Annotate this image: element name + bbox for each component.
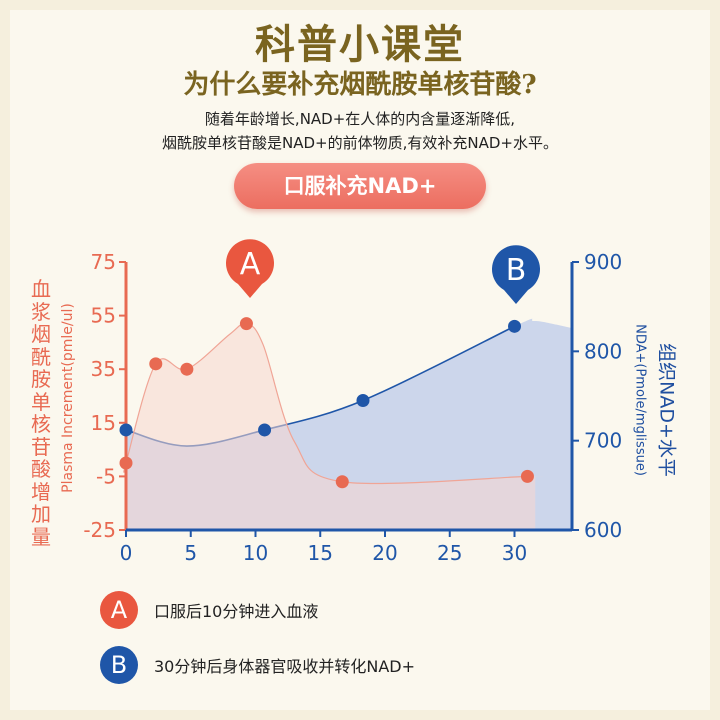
left-axis-label-en: Plasma Increment(pmle/ul) bbox=[60, 303, 76, 493]
plasma-data-point bbox=[239, 317, 253, 331]
legend-item-a: A 口服后10分钟进入血液 bbox=[100, 590, 318, 630]
marker-b-pin: B bbox=[492, 245, 540, 304]
right-tick-label: 600 bbox=[584, 518, 622, 542]
right-tick-label: 900 bbox=[584, 250, 622, 274]
page-title: 科普小课堂 bbox=[255, 21, 465, 68]
legend-badge-b: B bbox=[100, 646, 138, 684]
plasma-data-point bbox=[149, 357, 163, 371]
marker-a-pin: A bbox=[226, 239, 274, 298]
left-tick-label: 75 bbox=[91, 250, 116, 274]
left-axis-label-cn: 血浆烟酰胺单核苷酸增加量 bbox=[31, 277, 51, 549]
tissue-data-point bbox=[119, 423, 133, 437]
svg-text:B: B bbox=[506, 253, 527, 288]
right-tick-label: 800 bbox=[584, 339, 622, 363]
tissue-data-point bbox=[258, 423, 272, 437]
plasma-area bbox=[126, 323, 544, 530]
left-tick-label: 35 bbox=[91, 357, 116, 381]
plasma-data-point bbox=[520, 469, 534, 483]
right-tick-label: 700 bbox=[584, 429, 622, 453]
legend-badge-a: A bbox=[100, 591, 138, 629]
legend-text-b: 30分钟后身体器官吸收并转化NAD+ bbox=[154, 657, 416, 676]
legend-text-a: 口服后10分钟进入血液 bbox=[154, 602, 319, 621]
x-tick-label: 15 bbox=[308, 541, 333, 565]
plasma-data-point bbox=[119, 456, 133, 470]
page-subtitle: 为什么要补充烟酰胺单核苷酸? bbox=[183, 70, 537, 100]
oral-supplement-button[interactable]: 口服补充NAD+ bbox=[234, 163, 486, 209]
right-axis-label-en: NDA+(Pmole/mglissue) bbox=[632, 324, 648, 476]
tissue-data-point bbox=[356, 393, 370, 407]
right-axis-label-cn: 组织NAD+水平 bbox=[655, 343, 678, 477]
description-line-1: 随着年龄增长,NAD+在人体的内含量逐渐降低, bbox=[204, 110, 516, 128]
x-tick-label: 5 bbox=[184, 541, 197, 565]
x-tick-label: 25 bbox=[437, 541, 462, 565]
tissue-data-point bbox=[508, 319, 521, 333]
left-tick-label: 55 bbox=[91, 304, 116, 328]
legend-item-b: B 30分钟后身体器官吸收并转化NAD+ bbox=[100, 645, 415, 685]
plasma-data-point bbox=[335, 475, 349, 489]
plasma-data-point bbox=[180, 362, 194, 376]
description-line-2: 烟酰胺单核苷酸是NAD+的前体物质,有效补充NAD+水平。 bbox=[162, 134, 558, 152]
left-tick-label: 15 bbox=[91, 411, 116, 435]
left-tick-label: -25 bbox=[83, 518, 116, 542]
x-tick-label: 10 bbox=[243, 541, 268, 565]
svg-text:A: A bbox=[240, 247, 261, 282]
x-tick-label: 30 bbox=[502, 541, 527, 565]
x-tick-label: 0 bbox=[120, 541, 133, 565]
left-tick-label: -5 bbox=[96, 464, 116, 488]
x-tick-label: 20 bbox=[372, 541, 397, 565]
